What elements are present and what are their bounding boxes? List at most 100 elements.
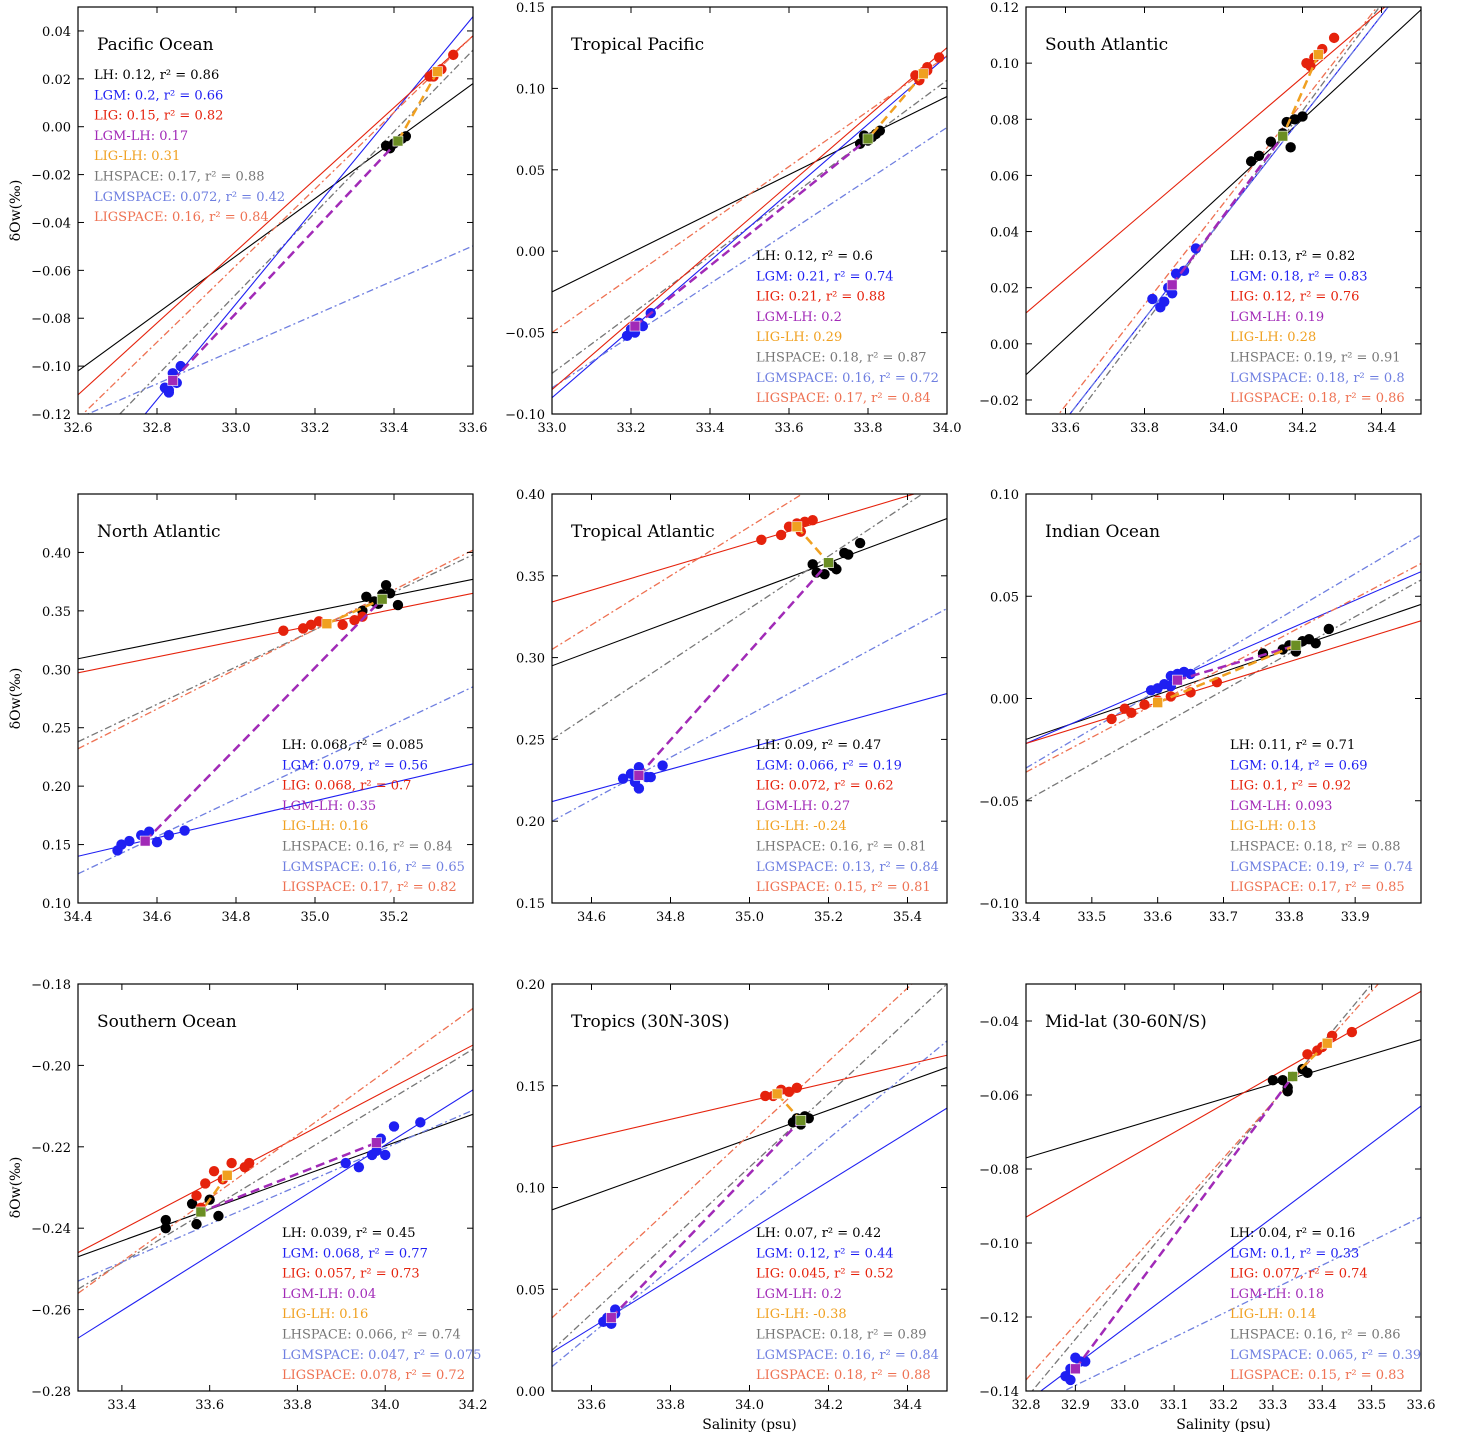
stat-lgm: LGM: 0.21, r² = 0.74 bbox=[756, 269, 894, 284]
lig-point bbox=[775, 529, 787, 541]
lh-point bbox=[854, 537, 866, 549]
lgm-lh-connector bbox=[171, 140, 399, 382]
lig-lh-connector bbox=[326, 598, 383, 625]
lig-space-fit-line bbox=[82, 35, 473, 414]
lh-point bbox=[1282, 1086, 1293, 1097]
lgm-point bbox=[645, 771, 656, 783]
panel-title: Pacific Ocean bbox=[97, 35, 214, 55]
lgm-lh-connector bbox=[1074, 1075, 1294, 1370]
x-tick-label: 33.4 bbox=[1308, 1398, 1337, 1413]
stat-lh-space: LHSPACE: 0.18, r² = 0.89 bbox=[756, 1328, 927, 1343]
lig-space-fit-line bbox=[1058, 7, 1378, 414]
lig-point bbox=[208, 1166, 220, 1177]
stat-lig-space: LIGSPACE: 0.16, r² = 0.84 bbox=[94, 210, 269, 225]
chart-panel-2: 33.0 33.2 33.4 33.6 33.8 34.0 −0.10 −0.05 0.00 0.… bbox=[505, 1, 961, 436]
lig-point bbox=[807, 514, 818, 526]
lig-point bbox=[200, 1178, 211, 1189]
lig-fit-line bbox=[552, 1054, 947, 1148]
y-tick-label: 0.05 bbox=[516, 164, 545, 179]
lh-point bbox=[843, 549, 854, 560]
lig-point bbox=[933, 52, 945, 63]
y-tick-label: 0.30 bbox=[516, 652, 545, 667]
chart-panel-8: 33.6 33.8 34.0 34.2 34.4 0.00 0.05 0.10 0.15 0.20… bbox=[516, 978, 948, 1433]
stat-lh-space: LHSPACE: 0.18, r² = 0.87 bbox=[756, 351, 927, 366]
stat-lh: LH: 0.11, r² = 0.71 bbox=[1230, 738, 1355, 753]
stat-lh-space: LHSPACE: 0.19, r² = 0.91 bbox=[1230, 351, 1401, 366]
lh-fit-line bbox=[1026, 1038, 1421, 1159]
lh-space-fit-line bbox=[552, 494, 924, 740]
plot-frame bbox=[77, 983, 474, 1392]
x-tick-label: 34.4 bbox=[64, 910, 93, 925]
panel-title: Tropics (30N-30S) bbox=[571, 1012, 729, 1032]
x-tick-label: 35.2 bbox=[380, 910, 409, 925]
x-tick-label: 33.9 bbox=[1341, 910, 1370, 925]
lig-point bbox=[305, 619, 317, 631]
y-tick-label: −0.05 bbox=[979, 795, 1019, 810]
y-tick-label: 0.20 bbox=[516, 978, 545, 993]
lh-fit-line bbox=[1026, 603, 1421, 740]
lig-mean-marker bbox=[1321, 1037, 1333, 1049]
plot-area bbox=[78, 549, 473, 875]
y-tick-label: 0.15 bbox=[42, 839, 71, 854]
lig-point bbox=[1346, 1026, 1358, 1038]
lh-point bbox=[1323, 623, 1335, 635]
lig-point bbox=[1302, 1049, 1313, 1060]
lgm-space-fit-line bbox=[78, 686, 473, 875]
lig-point bbox=[337, 619, 348, 631]
lgm-mean-marker bbox=[139, 835, 151, 847]
y-tick-label: −0.10 bbox=[31, 360, 71, 375]
stat-lgm-space: LGMSPACE: 0.13, r² = 0.84 bbox=[756, 860, 939, 875]
y-tick-label: 0.20 bbox=[516, 815, 545, 830]
stat-lig: LIG: 0.21, r² = 0.88 bbox=[756, 290, 885, 305]
y-tick-label: −0.10 bbox=[979, 897, 1019, 912]
lig-point bbox=[297, 623, 309, 634]
lgm-mean-marker bbox=[1172, 674, 1183, 686]
lig-point bbox=[357, 611, 368, 622]
x-axis-label: Salinity (psu) bbox=[702, 1417, 796, 1433]
x-tick-label: 32.6 bbox=[64, 421, 93, 436]
x-tick-label: 33.5 bbox=[1077, 910, 1106, 925]
stat-lig: LIG: 0.045, r² = 0.52 bbox=[756, 1267, 894, 1282]
lgm-point bbox=[371, 1145, 382, 1157]
lh-mean-marker bbox=[1277, 130, 1289, 142]
lgm-point bbox=[1147, 293, 1158, 305]
plot-frame bbox=[551, 6, 948, 415]
x-tick-label: 33.6 bbox=[577, 1398, 606, 1413]
lh-point bbox=[1245, 156, 1257, 167]
y-tick-label: −0.14 bbox=[979, 1385, 1019, 1400]
stat-lig-lh: LIG-LH: 0.31 bbox=[94, 149, 180, 164]
stat-lgm-lh: LGM-LH: 0.2 bbox=[756, 310, 842, 325]
stat-lgm: LGM: 0.068, r² = 0.77 bbox=[282, 1246, 428, 1261]
lgm-lh-connector bbox=[610, 1119, 802, 1319]
x-tick-label: 33.0 bbox=[222, 421, 251, 436]
y-tick-label: 0.00 bbox=[990, 693, 1019, 708]
y-tick-label: 0.25 bbox=[42, 722, 71, 737]
lig-lh-connector bbox=[396, 71, 439, 142]
stat-lgm-lh: LGM-LH: 0.2 bbox=[756, 1287, 842, 1302]
x-tick-label: 33.8 bbox=[854, 421, 883, 436]
lgm-point bbox=[179, 825, 190, 836]
y-tick-label: −0.04 bbox=[31, 216, 71, 231]
lig-lh-connector bbox=[199, 1174, 229, 1213]
x-tick-label: 34.2 bbox=[459, 1398, 488, 1413]
stat-lh: LH: 0.09, r² = 0.47 bbox=[756, 738, 881, 753]
lh-mean-marker bbox=[1287, 1071, 1298, 1082]
x-tick-label: 34.2 bbox=[814, 1398, 843, 1413]
x-tick-label: 34.6 bbox=[577, 910, 606, 925]
stat-lgm-space: LGMSPACE: 0.065, r² = 0.39 bbox=[1230, 1348, 1421, 1363]
lh-mean-marker bbox=[795, 1115, 807, 1126]
stat-lh-space: LHSPACE: 0.16, r² = 0.86 bbox=[1230, 1328, 1401, 1343]
y-tick-label: 0.05 bbox=[990, 590, 1019, 605]
panel-title: North Atlantic bbox=[97, 522, 221, 542]
lh-point bbox=[1289, 114, 1300, 125]
panel-title: South Atlantic bbox=[1045, 35, 1168, 55]
stat-lh-space: LHSPACE: 0.18, r² = 0.88 bbox=[1230, 840, 1401, 855]
y-axis-label: δOw(‰) bbox=[8, 668, 24, 730]
y-tick-label: −0.08 bbox=[31, 312, 71, 327]
stat-lig: LIG: 0.12, r² = 0.76 bbox=[1230, 290, 1359, 305]
y-tick-label: 0.10 bbox=[42, 897, 71, 912]
lh-point bbox=[1277, 1075, 1288, 1086]
x-tick-label: 33.3 bbox=[1258, 1398, 1287, 1413]
lgm-mean-marker bbox=[167, 375, 179, 386]
lig-fit-line bbox=[78, 35, 473, 396]
